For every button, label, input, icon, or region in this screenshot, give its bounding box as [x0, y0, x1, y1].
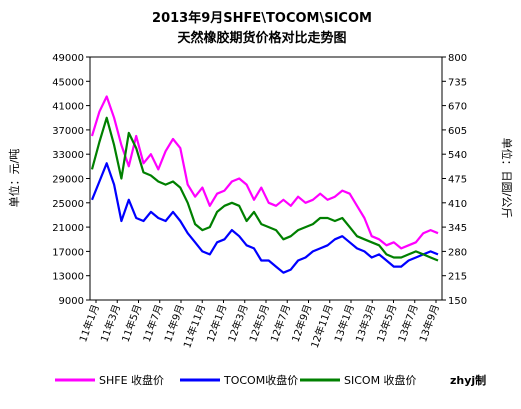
- x-tick-label: 13年7月: [395, 303, 421, 344]
- y-right-tick-label: 670: [448, 102, 467, 113]
- y-left-tick-label: 25000: [52, 199, 84, 210]
- y-right-tick-label: 735: [448, 77, 467, 88]
- y-axis-right: 150 215 280 345 410 475 540 605 670 735 800: [442, 53, 467, 307]
- y-axis-left: 9000 13000 17000 21000 25000 29000 33000 37000 4…: [52, 53, 90, 307]
- x-tick-label: 12年9月: [289, 303, 315, 344]
- y-right-tick-label: 475: [448, 175, 467, 186]
- y-right-tick-label: 605: [448, 126, 467, 137]
- x-tick-label: 13年1月: [331, 303, 357, 344]
- y-left-tick-label: 33000: [52, 150, 84, 161]
- y-left-tick-label: 29000: [52, 175, 84, 186]
- x-tick-label: 13年9月: [416, 303, 442, 344]
- x-tick-label: 11年7月: [140, 303, 166, 344]
- x-tick-label: 11年9月: [161, 303, 187, 344]
- y-left-tick-label: 45000: [52, 77, 84, 88]
- y-axis-right-label: 单位：日圆/公斤: [500, 138, 514, 219]
- y-right-tick-label: 540: [448, 150, 467, 161]
- y-left-tick-label: 49000: [52, 53, 84, 64]
- y-right-tick-label: 215: [448, 272, 467, 283]
- series-line-3: [90, 116, 439, 262]
- x-tick-label: 11年3月: [97, 303, 123, 344]
- y-right-tick-label: 800: [448, 53, 467, 64]
- x-tick-label: 13年5月: [374, 303, 400, 344]
- y-left-tick-label: 21000: [52, 223, 84, 234]
- credit-label: zhyj制: [450, 373, 486, 387]
- y-left-tick-label: 9000: [59, 296, 84, 307]
- legend-label: TOCOM收盘价: [223, 373, 298, 387]
- legend: SHFE 收盘价 TOCOM收盘价 SICOM 收盘价: [55, 373, 417, 387]
- series-line-1: [90, 95, 439, 250]
- x-axis: 11年1月11年3月11年5月11年7月11年9月11年11月12年1月12年3…: [76, 300, 442, 350]
- y-right-tick-label: 345: [448, 223, 467, 234]
- series-lines: [90, 95, 439, 274]
- x-tick-label: 11年1月: [76, 303, 102, 344]
- y-left-tick-label: 37000: [52, 126, 84, 137]
- y-left-tick-label: 13000: [52, 272, 84, 283]
- x-tick-label: 13年3月: [352, 303, 378, 344]
- x-tick-label: 11年5月: [119, 303, 145, 344]
- y-right-tick-label: 410: [448, 199, 467, 210]
- x-tick-label: 12年3月: [225, 303, 251, 344]
- legend-label: SHFE 收盘价: [99, 373, 164, 387]
- x-tick-label: 12年1月: [204, 303, 230, 344]
- legend-label: SICOM 收盘价: [344, 373, 417, 387]
- y-right-tick-label: 280: [448, 247, 467, 258]
- y-right-tick-label: 150: [448, 296, 467, 307]
- series-line-2: [90, 162, 439, 274]
- y-left-tick-label: 41000: [52, 102, 84, 113]
- chart-title: 2013年9月SHFE\TOCOM\SICOM: [152, 10, 372, 26]
- x-tick-label: 12年5月: [246, 303, 272, 344]
- y-left-tick-label: 17000: [52, 247, 84, 258]
- y-axis-left-label: 单位：元/吨: [7, 149, 21, 208]
- x-tick-label: 12年7月: [267, 303, 293, 344]
- chart-subtitle: 天然橡胶期货价格对比走势图: [177, 30, 346, 46]
